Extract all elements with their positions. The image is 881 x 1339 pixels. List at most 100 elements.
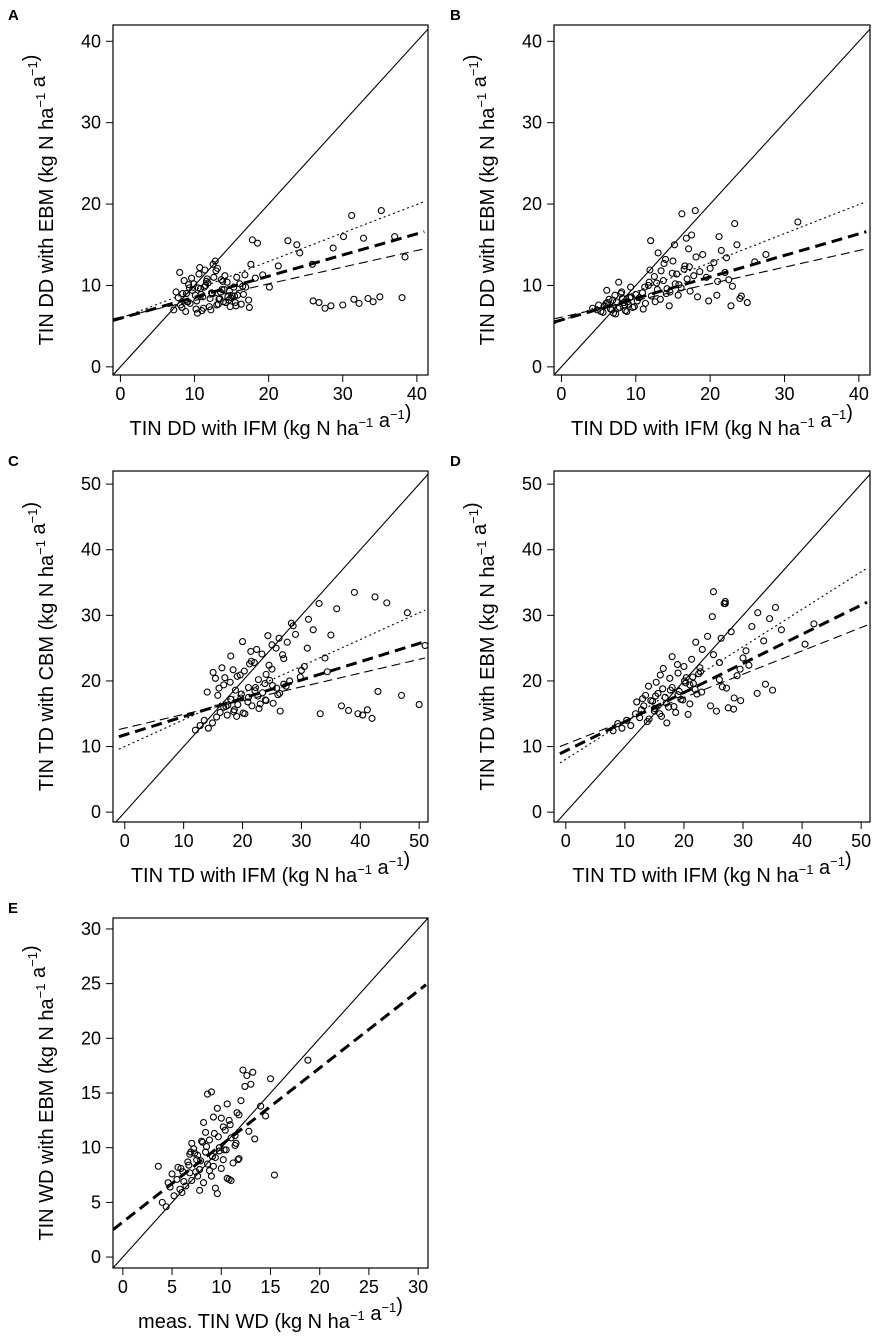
data-point	[280, 655, 288, 663]
data-point	[653, 279, 661, 287]
data-point	[650, 704, 658, 713]
line-fit-dotted	[554, 201, 867, 325]
x-axis-title: TIN TD with IFM (kg N ha−1 a−1)	[131, 849, 410, 887]
data-point	[686, 700, 694, 708]
data-point	[194, 284, 202, 292]
x-axis-title: TIN DD with IFM (kg N ha−1 a−1)	[571, 402, 853, 440]
data-point	[651, 298, 659, 306]
data-point	[250, 659, 258, 667]
data-point	[678, 210, 686, 218]
data-point	[333, 605, 341, 613]
data-point	[641, 299, 650, 307]
data-point	[674, 291, 682, 299]
plot-area	[556, 473, 870, 822]
data-point	[589, 304, 597, 312]
data-point	[236, 671, 244, 679]
data-point	[211, 257, 219, 265]
data-point	[668, 653, 676, 661]
data-point	[207, 1088, 215, 1096]
data-point	[644, 281, 652, 290]
data-point	[660, 259, 668, 268]
x-tick-label: 40	[792, 831, 812, 851]
x-axis-title: meas. TIN WD (kg N ha−1 a−1)	[138, 1295, 403, 1333]
data-point	[421, 641, 428, 650]
line-1:1	[554, 28, 870, 375]
data-point	[727, 302, 735, 310]
data-point	[768, 686, 777, 694]
data-point	[383, 599, 391, 607]
data-point	[689, 680, 697, 688]
data-point	[657, 267, 665, 275]
data-point	[237, 690, 245, 698]
data-point	[170, 306, 178, 314]
data-point	[279, 651, 287, 659]
data-point	[670, 702, 678, 711]
data-point	[170, 1192, 178, 1200]
data-point	[603, 286, 611, 294]
data-point	[255, 704, 263, 713]
data-point	[368, 714, 376, 722]
data-point	[173, 1175, 181, 1183]
data-point	[231, 1141, 239, 1150]
line-1:1	[113, 918, 428, 1268]
data-point	[415, 701, 423, 709]
data-point	[269, 681, 277, 690]
y-tick-label: 40	[522, 540, 542, 560]
data-point	[209, 668, 217, 676]
data-point	[214, 1133, 222, 1141]
data-point	[636, 714, 644, 722]
data-point	[177, 1164, 185, 1173]
y-tick-label: 0	[532, 357, 542, 377]
data-point	[321, 654, 329, 662]
data-point	[736, 665, 744, 673]
data-point	[615, 278, 623, 286]
line-fit-bold-dashed	[113, 230, 425, 322]
data-point	[234, 701, 242, 709]
data-point	[717, 246, 725, 255]
data-point	[761, 680, 770, 688]
data-point	[718, 683, 726, 691]
x-tick-label: 5	[167, 1277, 177, 1297]
plot-area	[115, 473, 428, 822]
data-point	[686, 681, 694, 689]
data-point	[618, 724, 626, 732]
data-point	[194, 1172, 202, 1180]
panel-letter-C: C	[8, 453, 19, 470]
data-point	[245, 303, 253, 311]
y-tick-label: 50	[522, 474, 542, 494]
data-point	[203, 1090, 212, 1098]
y-axis-title: TIN DD with EBM (kg N ha−1 a−1)	[461, 55, 499, 346]
data-point	[681, 262, 689, 270]
data-point	[675, 281, 683, 289]
data-point	[244, 698, 252, 706]
data-point	[671, 280, 679, 288]
data-point	[721, 598, 729, 606]
data-point	[233, 712, 241, 720]
data-point	[270, 1171, 278, 1179]
data-point	[304, 615, 313, 623]
data-point	[339, 301, 347, 309]
data-point	[178, 1188, 186, 1197]
x-tick-label: 40	[350, 831, 370, 851]
x-tick-label: 40	[407, 384, 427, 404]
data-point	[217, 276, 225, 284]
y-tick-label: 10	[81, 1138, 101, 1158]
data-point	[214, 691, 222, 699]
data-point	[265, 283, 273, 291]
data-point	[641, 283, 649, 291]
line-fit-dotted	[118, 609, 426, 750]
data-point	[327, 302, 335, 310]
data-point	[686, 287, 694, 295]
data-point	[200, 1118, 208, 1127]
data-point	[291, 630, 300, 638]
data-point	[210, 273, 218, 281]
line-1:1	[113, 28, 428, 375]
data-point	[259, 271, 267, 279]
data-point	[223, 711, 231, 719]
data-point	[371, 593, 379, 601]
data-point	[696, 668, 705, 676]
data-point	[684, 710, 692, 718]
panel-letter-E: E	[8, 900, 18, 917]
data-point	[276, 689, 284, 697]
